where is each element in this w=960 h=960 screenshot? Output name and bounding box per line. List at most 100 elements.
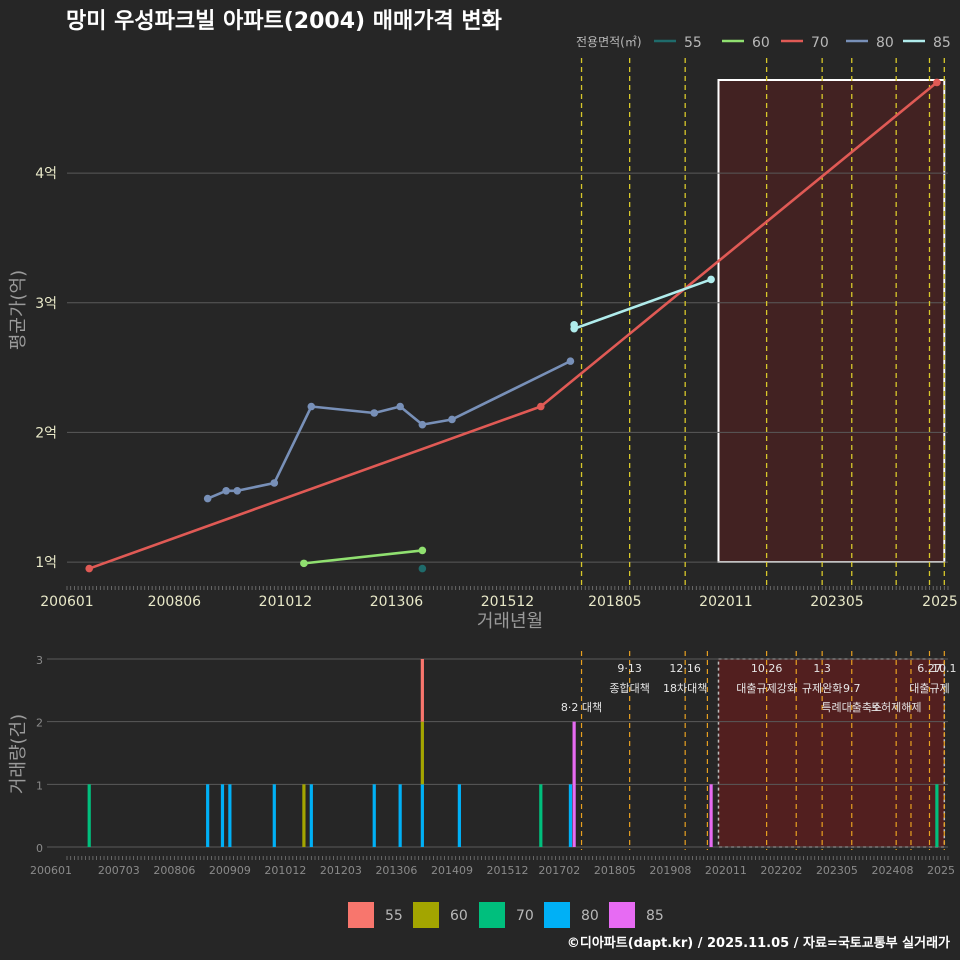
policy-annotation: 규제완화 xyxy=(802,682,842,695)
bar-x-tick-label: 202408 xyxy=(871,864,913,877)
policy-annotation: 8·2 대책 xyxy=(561,701,602,714)
bar-x-tick-label: 200806 xyxy=(153,864,195,877)
policy-annotation: 9.7 xyxy=(843,682,861,695)
bar-x-tick-label: 201512 xyxy=(487,864,529,877)
y-tick-label: 2억 xyxy=(35,425,57,441)
volume-bar-80 xyxy=(272,784,276,847)
x-tick-label: 200806 xyxy=(148,594,202,610)
data-point-80 xyxy=(203,494,212,503)
bar-x-tick-label: 200601 xyxy=(30,864,72,877)
policy-annotation: 토허제해제 xyxy=(871,700,922,714)
y-axis-label-main: 평균가(억) xyxy=(8,270,29,350)
legend-label-70: 70 xyxy=(811,35,829,51)
volume-bar-70 xyxy=(935,784,939,847)
volume-bar-85 xyxy=(709,784,713,847)
legend-label-85: 85 xyxy=(933,35,951,51)
data-point-80 xyxy=(370,409,379,417)
data-point-60 xyxy=(300,559,308,568)
bar-legend-label-60: 60 xyxy=(450,908,468,924)
data-point-85 xyxy=(570,324,578,333)
bar-x-tick-label: 202305 xyxy=(816,864,858,877)
data-point-80 xyxy=(418,420,427,429)
main-chart: 1억 2억 3억 4억 200601 200806 201012 201306 201512 20… xyxy=(35,58,958,610)
bar-legend-swatch-70 xyxy=(479,902,505,928)
data-point-80 xyxy=(396,402,404,411)
bar-legend-swatch-85 xyxy=(609,902,635,928)
legends: 55 60 70 80 85 55 60 70 80 85 xyxy=(348,35,951,928)
volume-bar-80 xyxy=(568,784,573,847)
data-point-85 xyxy=(707,275,715,284)
bar-x-tick-label: 201203 xyxy=(320,864,362,877)
volume-bar-80 xyxy=(420,784,424,847)
y-tick-label: 3억 xyxy=(35,296,57,312)
series-line-80 xyxy=(207,359,572,500)
data-point-70 xyxy=(85,564,94,573)
x-tick-label: 200601 xyxy=(40,594,93,610)
data-point-55 xyxy=(418,564,427,573)
volume-bar-70 xyxy=(539,784,543,847)
volume-bar-80 xyxy=(228,784,232,847)
legend-title: 전용면적(㎡) xyxy=(576,35,642,49)
y-axis-label-bar: 거래량(건) xyxy=(8,714,29,794)
bar-x-tick-label: 201908 xyxy=(649,864,691,877)
policy-annotation: 10.26 xyxy=(751,662,783,675)
bar-x-tick-label: 200703 xyxy=(98,864,140,877)
bar-x-tick-label: 2025 xyxy=(927,864,955,877)
bar-x-tick-label: 202011 xyxy=(705,864,747,877)
bar-legend-label-80: 80 xyxy=(581,908,599,924)
bar-legend-label-85: 85 xyxy=(646,908,664,924)
data-point-80 xyxy=(270,479,279,487)
chart-title: 망미 우성파크빌 아파트(2004) 매매가격 변화 xyxy=(66,9,502,34)
policy-annotation: 특례대출축소 xyxy=(821,701,882,714)
bar-highlight-region xyxy=(717,658,946,848)
volume-bar-60 xyxy=(302,784,306,847)
volume-bar-85 xyxy=(572,721,576,847)
bar-legend-swatch-60 xyxy=(413,902,439,928)
data-point-80 xyxy=(307,402,316,411)
data-point-80 xyxy=(566,357,575,365)
x-axis-label-main: 거래년월 xyxy=(477,611,543,632)
bar-x-tick-label: 202202 xyxy=(760,864,802,877)
bar-y-tick-label: 2 xyxy=(36,717,43,730)
bar-y-tick-label: 3 xyxy=(36,654,43,667)
data-point-80 xyxy=(448,415,456,424)
volume-bar-60 xyxy=(420,721,424,785)
data-point-80 xyxy=(233,486,242,495)
bar-legend-label-55: 55 xyxy=(385,908,403,924)
x-tick-label: 2025 xyxy=(922,594,958,610)
data-point-70 xyxy=(537,402,545,411)
volume-bar-80 xyxy=(457,784,461,847)
policy-annotation: 9·13 xyxy=(617,662,642,675)
policy-annotation: 6.27 xyxy=(917,662,942,675)
policy-annotation: 대출규제 xyxy=(909,682,949,695)
series-line-85 xyxy=(572,278,712,331)
bar-x-tick-label: 201409 xyxy=(431,864,473,877)
x-tick-label: 201805 xyxy=(588,594,641,610)
y-tick-label: 1억 xyxy=(35,555,57,571)
legend-label-55: 55 xyxy=(684,35,702,51)
bar-y-tick-label: 0 xyxy=(36,842,43,855)
bar-legend-swatch-55 xyxy=(348,902,374,928)
policy-annotation: 대출규제강화 xyxy=(736,682,797,695)
legend-label-80: 80 xyxy=(876,35,894,51)
y-tick-label: 4억 xyxy=(35,166,57,182)
x-tick-label: 202011 xyxy=(699,594,752,610)
highlight-region xyxy=(717,79,946,563)
bar-x-tick-label: 201702 xyxy=(538,864,580,877)
volume-bar-55 xyxy=(420,659,424,722)
series-line-60 xyxy=(303,549,423,565)
chart-footer: ©디아파트(dapt.kr) / 2025.11.05 / 자료=국토교통부 실… xyxy=(567,935,950,951)
bar-legend-label-70: 70 xyxy=(516,908,534,924)
volume-bar-80 xyxy=(372,784,376,847)
policy-annotation: 1.3 xyxy=(813,662,831,675)
bar-y-tick-label: 1 xyxy=(36,779,43,792)
x-tick-label: 201306 xyxy=(370,594,424,610)
volume-bar-80 xyxy=(220,784,225,847)
x-tick-label: 201512 xyxy=(481,594,534,610)
volume-bar-70 xyxy=(87,784,91,847)
bar-x-tick-label: 201805 xyxy=(594,864,636,877)
bar-x-tick-label: 201306 xyxy=(375,864,417,877)
policy-annotation: 종합대책 xyxy=(609,682,649,695)
